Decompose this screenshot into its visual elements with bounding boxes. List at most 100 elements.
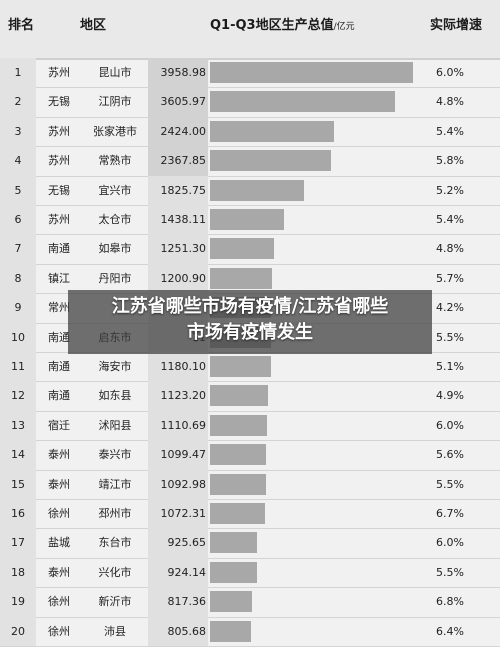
rank-cell: 7 xyxy=(14,242,22,256)
rank-cell: 5 xyxy=(14,183,22,197)
rank-cell: 3 xyxy=(14,124,22,138)
city-cell: 泰州 xyxy=(48,477,70,491)
growth-cell: 4.8% xyxy=(436,95,464,109)
value-bar xyxy=(210,150,331,172)
table-row: 1 苏州 昆山市 3958.98 6.0% xyxy=(0,58,500,89)
rank-cell-bg xyxy=(0,205,36,235)
rank-cell-bg xyxy=(0,116,36,147)
rank-cell: 10 xyxy=(11,330,25,344)
growth-cell: 4.9% xyxy=(436,389,464,403)
rank-cell-bg xyxy=(0,528,36,558)
value-cell-bg xyxy=(148,87,208,117)
city-cell: 常州 xyxy=(48,301,70,315)
rank-cell: 1 xyxy=(14,66,22,79)
city-cell: 镇江 xyxy=(48,271,70,285)
rank-cell: 14 xyxy=(11,448,25,462)
table-row: 2 无锡 江阴市 3605.97 4.8% xyxy=(0,87,500,118)
county-cell: 宜兴市 xyxy=(98,183,132,197)
value-cell: 2424.00 xyxy=(160,124,207,138)
header-value: Q1-Q3地区生产总值/亿元 xyxy=(210,14,355,33)
rank-cell-bg xyxy=(0,263,36,294)
overlay-caption: 江苏省哪些市场有疫情/江苏省哪些 市场有疫情发生 xyxy=(80,294,420,346)
overlay-line-2: 市场有疫情发生 xyxy=(187,322,313,343)
table-row: 4 苏州 常熟市 2367.85 5.8% xyxy=(0,146,500,177)
rank-cell-bg xyxy=(0,175,36,205)
growth-cell: 6.7% xyxy=(436,507,464,520)
value-cell: 3958.98 xyxy=(160,66,207,79)
county-cell: 兴化市 xyxy=(98,565,132,579)
rank-cell: 11 xyxy=(11,360,25,373)
city-cell: 南通 xyxy=(48,330,70,344)
value-cell: 1099.47 xyxy=(160,448,207,462)
rank-cell: 8 xyxy=(14,271,22,285)
rank-cell: 18 xyxy=(11,565,25,579)
growth-cell: 4.2% xyxy=(436,301,464,315)
value-bar xyxy=(210,91,395,113)
rank-cell: 19 xyxy=(11,595,25,609)
rank-cell-bg xyxy=(0,381,36,411)
rank-cell-bg xyxy=(0,87,36,117)
city-cell: 苏州 xyxy=(48,154,70,168)
rank-cell: 2 xyxy=(14,95,22,109)
value-cell-bg xyxy=(148,410,208,441)
growth-cell: 6.8% xyxy=(436,595,464,609)
county-cell: 常熟市 xyxy=(98,154,132,168)
rank-cell-bg xyxy=(0,616,36,646)
county-cell: 海安市 xyxy=(98,360,132,373)
city-cell: 南通 xyxy=(48,242,70,256)
growth-cell: 5.5% xyxy=(436,477,464,491)
value-cell: 1123.20 xyxy=(160,389,207,403)
value-cell: 3605.97 xyxy=(160,95,207,109)
city-cell: 徐州 xyxy=(48,595,70,609)
table-row: 6 苏州 太仓市 1438.11 5.4% xyxy=(0,205,500,236)
header-rank: 排名 xyxy=(8,18,35,33)
value-cell-bg xyxy=(148,58,208,88)
value-cell-bg xyxy=(148,381,208,411)
value-cell-bg xyxy=(148,440,208,470)
value-cell: 924.14 xyxy=(167,565,207,579)
city-cell: 泰州 xyxy=(48,448,70,462)
value-bar xyxy=(210,385,268,407)
rank-cell-bg xyxy=(0,557,36,588)
value-cell-bg xyxy=(148,499,208,529)
county-cell: 如皋市 xyxy=(98,242,132,256)
value-cell: 1180.10 xyxy=(160,360,207,373)
county-cell: 靖江市 xyxy=(98,477,132,491)
county-cell: 张家港市 xyxy=(93,124,137,138)
header-value-title: Q1-Q3地区生产总值 xyxy=(210,18,334,33)
county-cell: 沛县 xyxy=(104,624,126,638)
city-cell: 盐城 xyxy=(48,536,70,550)
value-cell: 1110.69 xyxy=(160,418,207,432)
value-cell-bg xyxy=(148,616,208,646)
table-row: 5 无锡 宜兴市 1825.75 5.2% xyxy=(0,175,500,206)
value-cell-bg xyxy=(148,234,208,264)
table-row: 14 泰州 泰兴市 1099.47 5.6% xyxy=(0,440,500,471)
value-cell-bg xyxy=(148,352,208,382)
growth-cell: 5.5% xyxy=(436,565,464,579)
rank-cell-bg xyxy=(0,58,36,88)
city-cell: 苏州 xyxy=(48,66,70,79)
city-cell: 宿迁 xyxy=(48,418,70,432)
value-cell-bg xyxy=(148,205,208,235)
growth-cell: 5.4% xyxy=(436,213,464,226)
table-row: 12 南通 如东县 1123.20 4.9% xyxy=(0,381,500,412)
table-header: 排名 地区 Q1-Q3地区生产总值/亿元 实际增速 xyxy=(0,0,500,60)
growth-cell: 6.0% xyxy=(436,536,464,550)
value-cell-bg xyxy=(148,116,208,147)
table-row: 8 镇江 丹阳市 1200.90 5.7% xyxy=(0,263,500,295)
county-cell: 昆山市 xyxy=(98,66,132,79)
growth-cell: 5.1% xyxy=(436,360,464,373)
city-cell: 无锡 xyxy=(48,95,70,109)
value-bar xyxy=(210,561,257,583)
growth-cell: 4.8% xyxy=(436,242,464,256)
value-bar xyxy=(210,532,257,554)
rank-cell: 13 xyxy=(11,418,25,432)
county-cell: 邳州市 xyxy=(98,507,132,520)
table-row: 19 徐州 新沂市 817.36 6.8% xyxy=(0,587,500,618)
growth-cell: 5.8% xyxy=(436,154,464,168)
county-cell: 丹阳市 xyxy=(98,271,132,285)
value-bar xyxy=(210,444,266,466)
value-cell: 1251.30 xyxy=(160,242,207,256)
growth-cell: 5.5% xyxy=(436,330,464,344)
rank-cell-bg xyxy=(0,440,36,470)
